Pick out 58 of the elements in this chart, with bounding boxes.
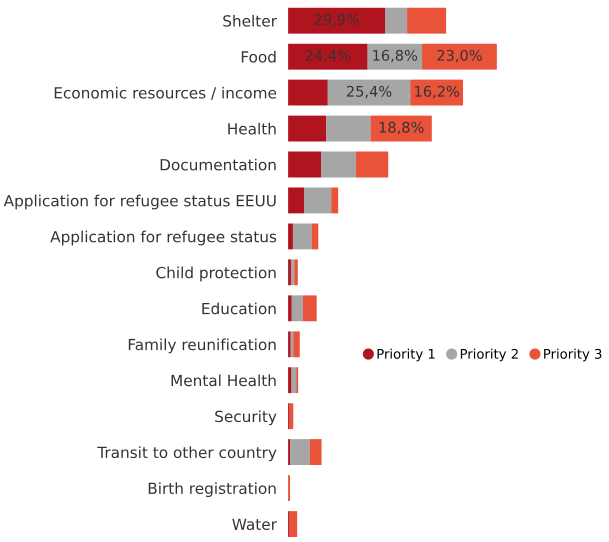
bar: [385, 8, 408, 34]
y-tick-label: Security: [215, 410, 276, 426]
data-label: 18,8%: [380, 122, 424, 134]
bar: [422, 44, 497, 70]
legend-label: Priority 2: [460, 348, 518, 362]
y-tick-label: Mental Health: [172, 374, 276, 386]
y-tick-label: Application for refugee status EEUU: [4, 194, 276, 210]
data-label: 23,0%: [437, 50, 482, 62]
bar: [288, 8, 386, 34]
bar: [290, 331, 294, 358]
bar: [331, 188, 338, 214]
y-tick-label: Food: [242, 50, 276, 63]
bar: [328, 80, 410, 106]
bar: [288, 367, 292, 394]
bar: [310, 439, 322, 466]
bar: [289, 403, 294, 430]
y-tick-label: Application for refugee status: [50, 230, 276, 246]
data-label: 16,8%: [373, 50, 418, 62]
bar: [370, 116, 432, 142]
bar: [367, 44, 422, 70]
y-tick-label: Transit to other country: [97, 446, 276, 462]
bar: [289, 511, 298, 537]
data-label: 16,2%: [415, 86, 460, 98]
bar: [288, 116, 326, 142]
bar: [293, 331, 300, 358]
bar: [407, 8, 446, 34]
bar: [288, 152, 322, 178]
bar: [288, 44, 368, 70]
legend-label: Priority 1: [378, 348, 435, 362]
bar: [294, 259, 298, 286]
y-tick-label: Economic resources / income: [54, 86, 276, 100]
bar: [288, 80, 328, 106]
bar: [356, 152, 388, 178]
bar: [292, 295, 304, 322]
data-label: 29,9%: [314, 14, 360, 26]
data-label: 24,4%: [306, 50, 350, 62]
bar: [288, 188, 304, 214]
bar: [326, 116, 371, 142]
bar: [290, 439, 310, 466]
bar: [410, 80, 464, 106]
bar: [304, 188, 332, 214]
bar: [291, 367, 297, 394]
y-tick-label: Shelter: [223, 14, 277, 27]
bar: [292, 223, 312, 250]
y-tick-label: Education: [202, 302, 276, 314]
bar: [312, 223, 318, 250]
y-tick-label: Family reunification: [128, 338, 276, 354]
bar: [290, 259, 295, 286]
y-tick-label: Health: [228, 122, 276, 135]
bar: [321, 152, 356, 178]
data-label: 25,4%: [346, 86, 392, 98]
bar: [303, 295, 317, 322]
y-tick-label: Birth registration: [148, 482, 276, 498]
y-tick-label: Documentation: [160, 158, 276, 171]
bar: [288, 223, 293, 250]
y-tick-label: Child protection: [156, 266, 276, 282]
y-tick-label: Water: [232, 518, 277, 530]
legend-label: Priority 3: [544, 348, 602, 362]
